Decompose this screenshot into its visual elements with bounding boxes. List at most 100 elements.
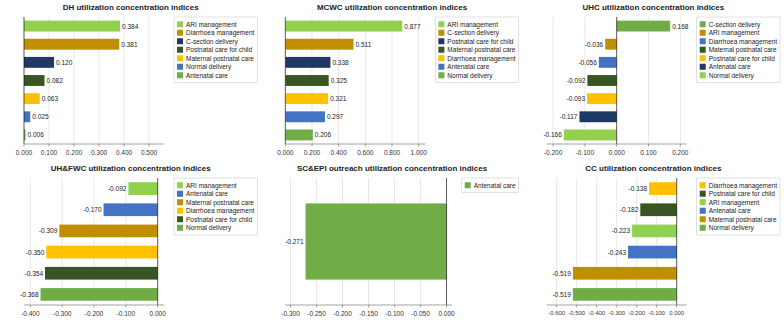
tick (394, 305, 395, 308)
tick-label: 0.400 (116, 149, 133, 156)
grid-line (648, 17, 649, 144)
tick (680, 144, 681, 147)
tick-label: -0.100 (648, 310, 665, 316)
legend-frame (462, 178, 519, 193)
data-label: -0.117 (559, 113, 577, 120)
panel: MCWC utilization concentration indicesAR… (277, 3, 518, 156)
x-axis-line (285, 144, 425, 145)
data-labels: 0.3840.3810.1200.0820.0630.0250.006 (28, 23, 139, 139)
tick (30, 305, 31, 308)
data-labels: -0.138-0.182-0.223-0.243-0.519-0.519 (552, 185, 647, 298)
tick-label: 0.800 (384, 149, 401, 156)
legend-label: Antenatal care (186, 190, 228, 197)
legend-swatch (700, 38, 706, 44)
data-label: 0.206 (315, 131, 332, 138)
tick (365, 144, 366, 147)
legend-swatch (438, 21, 444, 27)
legend-label: Antenatal care (474, 182, 516, 189)
data-label: -0.036 (585, 41, 604, 48)
legend: ARI managementC-section deliveryPostnata… (435, 17, 518, 83)
data-label: 0.511 (355, 41, 371, 48)
tick-label: -0.500 (568, 310, 585, 316)
grid-line (62, 178, 63, 305)
legend-label: Diarrhoea management (709, 38, 777, 46)
zero-line (157, 178, 158, 305)
panel: UH&FWC utilization concentration indices… (20, 164, 257, 317)
x-axis: -0.600-0.500-0.400-0.300-0.200-0.1000.00… (548, 305, 684, 316)
tick (596, 305, 597, 308)
bar (285, 21, 402, 32)
tick-label: -0.300 (281, 310, 300, 317)
tick-label: 0.200 (672, 149, 689, 156)
grid-line (30, 178, 31, 305)
tick (556, 305, 557, 308)
grid (557, 178, 677, 305)
grid-line (125, 178, 126, 305)
data-label: 0.325 (331, 77, 348, 84)
data-label: -0.093 (567, 95, 586, 102)
grid-line (99, 17, 100, 144)
bar (24, 39, 119, 50)
legend-label: Maternal postnatal care (447, 46, 515, 54)
tick-label: -0.050 (411, 310, 430, 317)
bar (24, 57, 54, 68)
x-axis: -0.400-0.300-0.200-0.1000.000 (21, 305, 166, 317)
legend-label: Postnatal care for child (709, 55, 776, 62)
data-label: 0.063 (42, 95, 59, 102)
bar (285, 39, 353, 50)
legend: ARI managementDiarrhoea managementC-sect… (174, 17, 257, 83)
grid (291, 178, 447, 305)
legend-swatch (700, 225, 706, 231)
legend-swatch (465, 182, 471, 188)
legend-swatch (700, 199, 706, 205)
legend-swatch (700, 72, 706, 78)
grid-line (74, 17, 75, 144)
panel: UHC utilization concentration indicesC-s… (543, 3, 780, 156)
legend-swatch (177, 64, 183, 70)
tick (420, 305, 421, 308)
legend-swatch (700, 208, 706, 214)
legend-label: Antenatal care (447, 63, 489, 70)
grid-line (94, 178, 95, 305)
legend-frame (435, 17, 518, 83)
legend-swatch (438, 55, 444, 61)
legend-label: Postnatal care for child (186, 46, 253, 53)
bars (24, 21, 120, 141)
tick (418, 144, 419, 147)
data-label: -0.243 (608, 249, 627, 256)
grid-line (365, 17, 366, 144)
zero-line (616, 17, 617, 144)
tick-label: 0.600 (357, 149, 374, 156)
legend-swatch (700, 21, 706, 27)
legend-swatch (177, 199, 183, 205)
grid (553, 17, 680, 144)
data-label: 0.877 (404, 23, 421, 30)
bar (59, 225, 157, 238)
bar (45, 267, 158, 280)
tick-label: -0.300 (53, 310, 72, 317)
data-label: -0.309 (39, 227, 58, 234)
bar (104, 203, 158, 216)
tick-label: -0.300 (608, 310, 625, 316)
tick (576, 305, 577, 308)
legend-label: C-section delivery (186, 38, 238, 46)
bar (605, 39, 616, 50)
bar (128, 182, 157, 195)
bar (617, 21, 670, 32)
tick-label: 0.000 (669, 310, 684, 316)
data-label: 0.082 (47, 77, 64, 84)
tick (74, 144, 75, 147)
bar (564, 129, 617, 140)
bar (24, 21, 120, 32)
legend-label: ARI management (186, 182, 237, 190)
data-label: 0.338 (332, 59, 349, 66)
title: CC utilization concentration indices (585, 164, 722, 173)
legend-swatch (700, 182, 706, 188)
data-label: 0.321 (330, 95, 347, 102)
bar (285, 93, 328, 104)
legend: Antenatal care (462, 178, 519, 193)
legend-label: Maternal postnatal care (709, 216, 777, 224)
data-label: -0.182 (620, 206, 639, 213)
data-label: 0.006 (28, 131, 45, 138)
tick-label: -0.100 (117, 310, 136, 317)
